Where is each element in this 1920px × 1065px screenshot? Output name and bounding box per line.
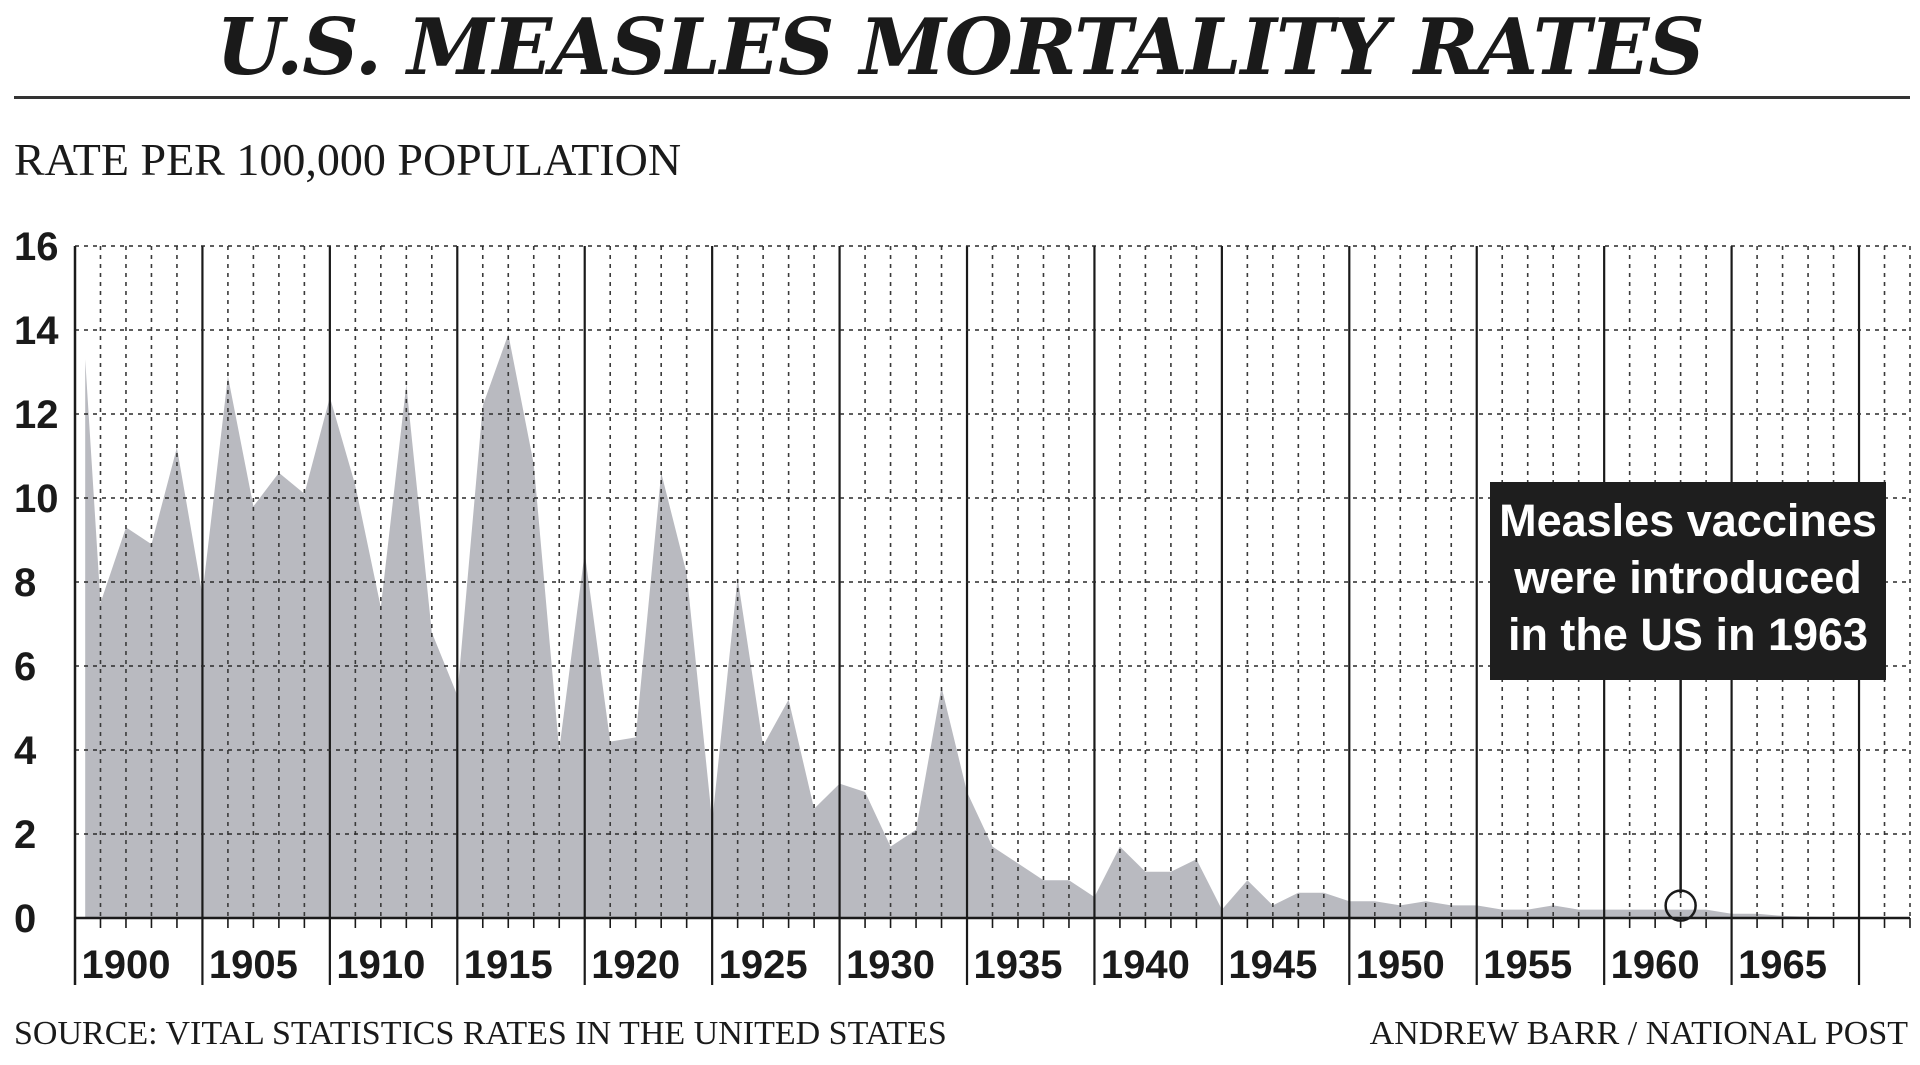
callout-text-line: in the US in 1963 xyxy=(1508,609,1868,660)
y-tick-label: 8 xyxy=(14,561,36,605)
chart-title: U.S. MEASLES MORTALITY RATES xyxy=(216,2,1704,93)
y-tick-label: 2 xyxy=(14,813,36,857)
y-tick-label: 14 xyxy=(14,309,59,353)
x-tick-label: 1920 xyxy=(591,943,680,987)
y-tick-label: 12 xyxy=(14,393,59,437)
callout-text-line: Measles vaccines xyxy=(1499,495,1877,546)
mortality-area xyxy=(85,334,1860,918)
x-tick-label: 1940 xyxy=(1101,943,1190,987)
callout-box xyxy=(1490,482,1886,680)
y-tick-label: 6 xyxy=(14,645,36,689)
y-tick-label: 4 xyxy=(14,729,37,773)
x-tick-label: 1935 xyxy=(973,943,1062,987)
y-tick-label: 16 xyxy=(14,225,59,269)
title-divider xyxy=(14,96,1910,99)
callout-marker xyxy=(1664,889,1697,922)
mortality-area-shape xyxy=(85,334,1860,918)
x-tick-labels: 1900 1905 1910 1915 1920 1925 1930 1935 1940 1945… xyxy=(81,943,1827,987)
x-tick-label: 1915 xyxy=(464,943,553,987)
x-tick-label: 1965 xyxy=(1738,943,1827,987)
callout-text-line: were introduced xyxy=(1513,552,1862,603)
source-note: SOURCE: VITAL STATISTICS RATES IN THE UN… xyxy=(14,1015,947,1052)
x-tick-label: 1905 xyxy=(209,943,298,987)
x-tick-label: 1910 xyxy=(336,943,425,987)
x-tick-label: 1960 xyxy=(1611,943,1700,987)
y-tick-labels: 0 2 4 6 8 10 12 14 16 xyxy=(14,225,59,941)
y-tick-label: 10 xyxy=(14,477,59,521)
x-tick-label: 1950 xyxy=(1356,943,1445,987)
vaccine-callout: Measles vaccines were introduced in the US… xyxy=(1490,482,1886,922)
y-tick-label: 0 xyxy=(14,897,36,941)
x-tick-label: 1925 xyxy=(719,943,808,987)
x-tick-label: 1930 xyxy=(846,943,935,987)
credit-note: ANDREW BARR / NATIONAL POST xyxy=(1369,1015,1908,1052)
y-axis-label: RATE PER 100,000 POPULATION xyxy=(14,134,682,185)
chart-axes xyxy=(73,246,1910,985)
x-tick-label: 1955 xyxy=(1483,943,1572,987)
x-tick-label: 1900 xyxy=(81,943,170,987)
x-tick-label: 1945 xyxy=(1228,943,1317,987)
